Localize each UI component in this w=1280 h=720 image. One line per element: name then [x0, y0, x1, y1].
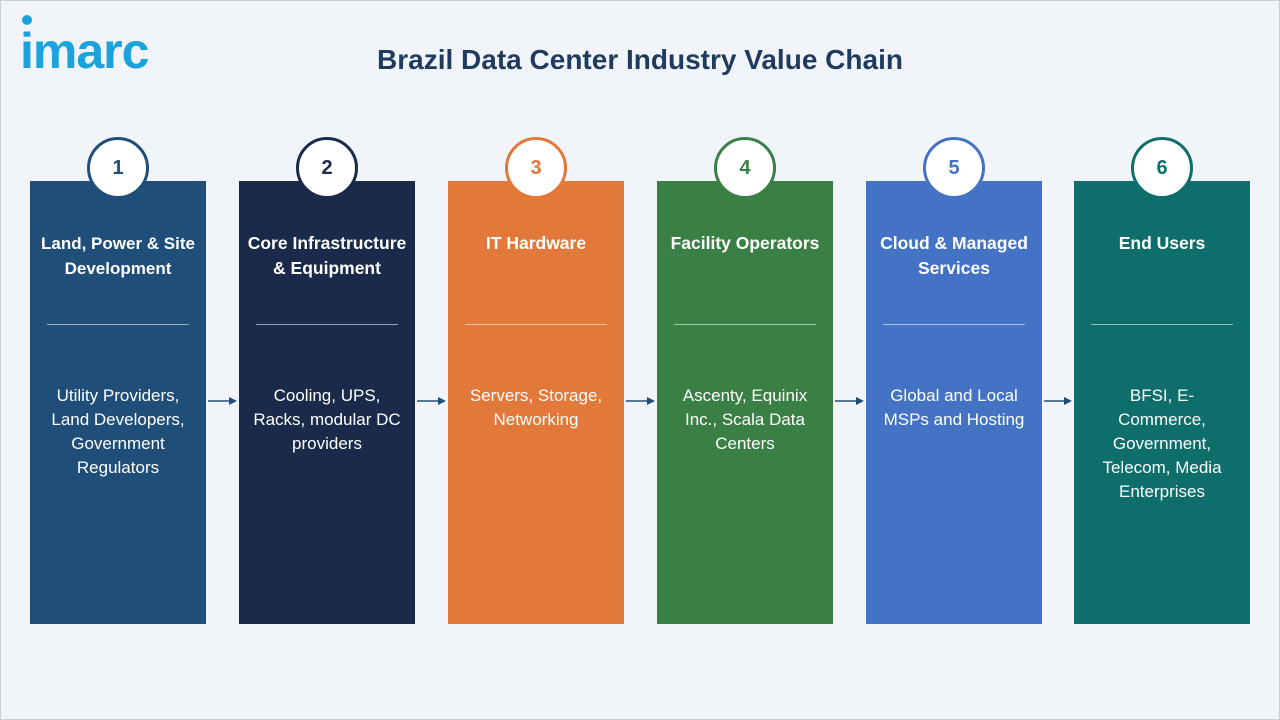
flow-arrow-icon [626, 397, 655, 405]
stage-number-badge: 6 [1131, 137, 1193, 199]
stage-description: Servers, Storage, Networking [469, 386, 603, 429]
stage-description: Utility Providers, Land Developers, Gove… [51, 386, 185, 477]
stage-divider [883, 324, 1025, 325]
stage-card-1: Land, Power & Site Development Utility Pr… [30, 181, 206, 624]
stage-title: Cloud & Managed Services [880, 233, 1028, 278]
stage-divider [47, 324, 189, 325]
stage-number-badge: 4 [714, 137, 776, 199]
stage-divider [1091, 324, 1233, 325]
stage-number-badge: 5 [923, 137, 985, 199]
stage-number-badge: 2 [296, 137, 358, 199]
stage-divider [674, 324, 816, 325]
stage-title: Land, Power & Site Development [41, 234, 195, 278]
stage-divider [256, 324, 398, 325]
stage-title: End Users [1118, 233, 1206, 253]
page-title: Brazil Data Center Industry Value Chain [377, 44, 903, 75]
stage-divider [465, 324, 607, 325]
stage-title: Facility Operators [670, 233, 820, 253]
stage-description: Global and Local MSPs and Hosting [883, 386, 1025, 429]
imarc-logo: imarc [20, 23, 149, 79]
stage-number-badge: 3 [505, 137, 567, 199]
stage-description: BFSI, E-Commerce, Government, Telecom, M… [1102, 386, 1222, 501]
stage-card-4: Facility Operators Ascenty, Equinix Inc.,… [657, 181, 833, 624]
stage-card-2: Core Infrastructure & Equipment Cooling, … [239, 181, 415, 624]
stage-title: Core Infrastructure & Equipment [247, 233, 407, 278]
flow-arrow-icon [208, 397, 237, 405]
stage-card-5: Cloud & Managed Services Global and Local… [866, 181, 1042, 624]
stage-number-badge: 1 [87, 137, 149, 199]
stage-card-3: IT Hardware Servers, Storage, Networking [448, 181, 624, 624]
stage-description: Ascenty, Equinix Inc., Scala Data Center… [682, 386, 808, 453]
stage-title: IT Hardware [485, 233, 587, 253]
flow-arrow-icon [835, 397, 864, 405]
logo-dot [22, 15, 32, 25]
stage-description: Cooling, UPS, Racks, modular DC provider… [253, 386, 401, 453]
stage-card-6: End Users BFSI, E-Commerce, Government, T… [1074, 181, 1250, 624]
flow-arrow-icon [417, 397, 446, 405]
flow-arrow-icon [1044, 397, 1072, 405]
